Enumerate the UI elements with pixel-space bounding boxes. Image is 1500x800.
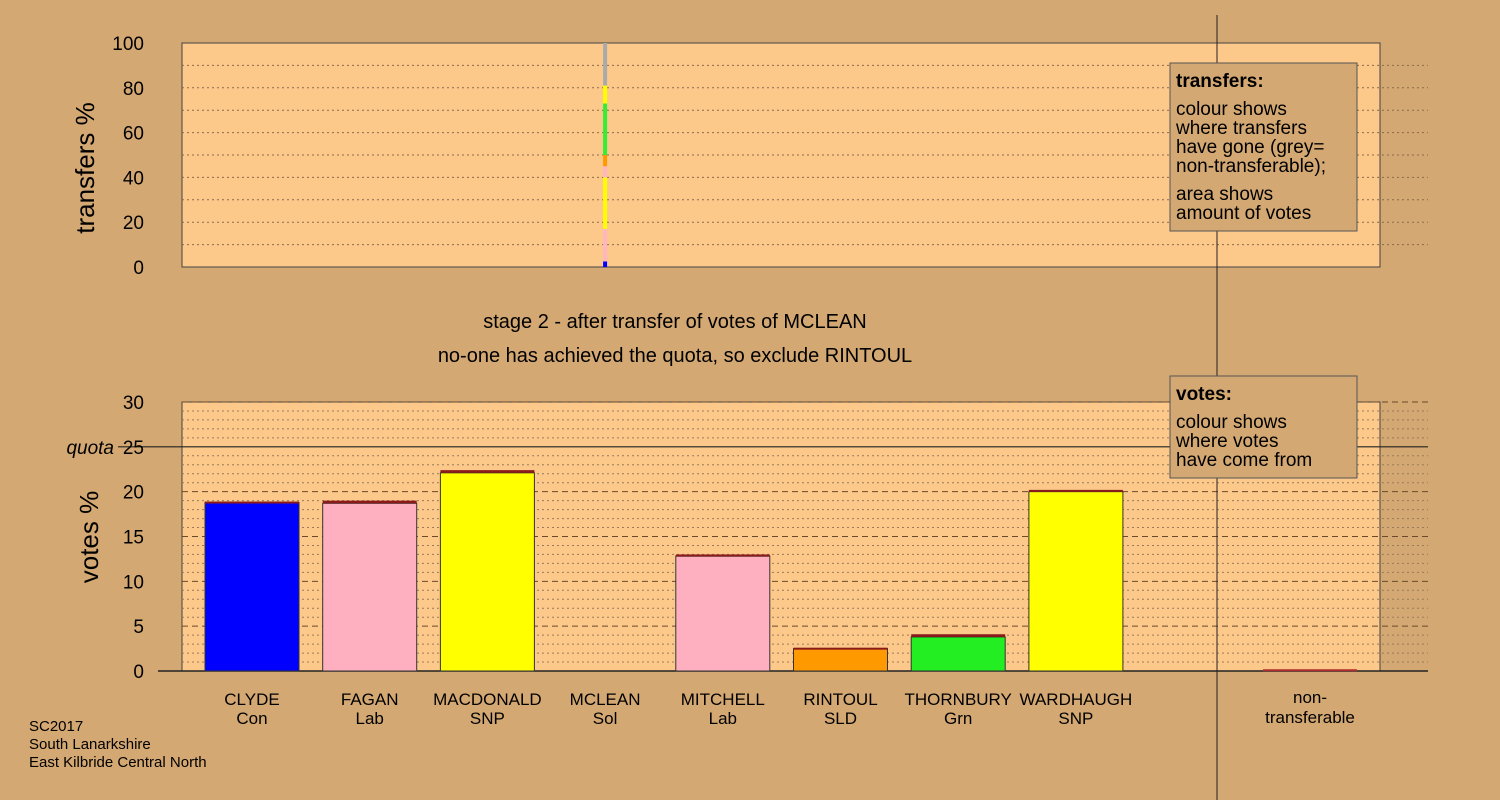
votes-y-tick-label: 5 [133, 617, 144, 638]
nontransferable-label: non- [1293, 688, 1327, 707]
nontransferable-bar [1263, 669, 1357, 672]
candidate-labels: CLYDEConFAGANLabMACDONALDSNPMCLEANSolMIT… [224, 688, 1355, 728]
vote-bar-transfer-segment [793, 647, 888, 650]
vote-bar-transfer-segment [440, 470, 535, 473]
transfer-segment [603, 228, 608, 262]
transfer-segment [603, 103, 608, 155]
candidate-party: Sol [593, 709, 618, 728]
stage-heading: stage 2 - after transfer of votes of MCL… [483, 311, 867, 333]
footer-election: SC2017 [29, 718, 83, 735]
transfers-legend-title: transfers: [1176, 71, 1264, 92]
votes-bars [204, 470, 1357, 672]
candidate-party: SNP [470, 709, 505, 728]
transfers-y-tick-label: 100 [112, 34, 144, 55]
votes-y-tick-label: 20 [123, 483, 144, 504]
votes-y-tick-label: 25 [123, 438, 144, 459]
votes-legend-line: have come from [1176, 450, 1312, 471]
transfers-legend: transfers: colour shows where transfers … [1169, 62, 1358, 232]
vote-bar-transfer-segment [675, 554, 770, 557]
votes-y-ticks: 0 5 10 15 20 25 30 [123, 393, 144, 683]
candidate-name: MACDONALD [433, 690, 542, 709]
vote-bar-transfer-segment [1028, 489, 1123, 492]
transfers-y-tick-label: 60 [123, 124, 144, 145]
transfers-legend-line: have gone (grey= [1176, 137, 1324, 158]
transfers-y-tick-label: 40 [123, 168, 144, 189]
transfer-segment [603, 43, 608, 86]
votes-y-tick-label: 30 [123, 393, 144, 414]
candidate-name: MITCHELL [681, 690, 765, 709]
votes-legend-title: votes: [1176, 384, 1232, 405]
votes-y-tick-label: 0 [133, 662, 144, 683]
quota-label: quota [66, 438, 114, 459]
transfers-legend-line: colour shows [1176, 99, 1287, 120]
vote-bar [910, 636, 1006, 672]
candidate-party: SLD [824, 709, 857, 728]
transfers-legend-line: where transfers [1175, 118, 1307, 139]
nontransferable-label: transferable [1265, 708, 1355, 727]
transfers-bar [603, 43, 608, 267]
transfer-segment [603, 166, 608, 178]
votes-y-tick-label: 15 [123, 528, 144, 549]
transfers-y-tick-label: 0 [133, 258, 144, 279]
votes-legend-line: colour shows [1176, 412, 1287, 433]
candidate-party: Lab [356, 709, 384, 728]
candidate-party: Lab [709, 709, 737, 728]
vote-bar [439, 472, 535, 672]
transfer-segment [603, 155, 608, 167]
candidate-party: SNP [1058, 709, 1093, 728]
footer-ward: East Kilbride Central North [29, 754, 207, 771]
vote-bar-transfer-segment [911, 634, 1006, 637]
votes-legend: votes: colour shows where votes have com… [1169, 375, 1358, 479]
candidate-name: FAGAN [341, 690, 399, 709]
transfer-segment [603, 177, 608, 229]
footer-council: South Lanarkshire [29, 736, 151, 753]
transfers-y-ticks: 0 20 40 60 80 100 [112, 34, 144, 279]
vote-bar [793, 648, 888, 672]
candidate-name: CLYDE [224, 690, 279, 709]
vote-bar-transfer-segment [322, 500, 417, 504]
candidate-name: THORNBURY [905, 690, 1012, 709]
vote-bar [675, 555, 771, 672]
vote-bar-transfer-segment [205, 501, 299, 504]
transfers-y-axis-title: transfers % [70, 102, 100, 234]
votes-y-tick-label: 10 [123, 572, 144, 593]
votes-y-axis-title: votes % [74, 491, 104, 584]
stage-decision: no-one has achieved the quota, so exclud… [438, 345, 912, 367]
candidate-party: Grn [944, 709, 972, 728]
transfer-segment [603, 85, 608, 104]
vote-bar [1028, 491, 1124, 672]
candidate-name: RINTOUL [803, 690, 877, 709]
candidate-name: WARDHAUGH [1020, 690, 1133, 709]
vote-bar [204, 501, 300, 672]
vote-bar [322, 502, 418, 672]
transfers-y-tick-label: 80 [123, 79, 144, 100]
transfers-legend-line: area shows [1176, 184, 1273, 205]
transfers-legend-line: amount of votes [1176, 203, 1311, 224]
votes-legend-line: where votes [1175, 431, 1278, 452]
candidate-party: Con [236, 709, 267, 728]
candidate-name: MCLEAN [570, 690, 641, 709]
transfer-segment [603, 261, 608, 267]
transfers-y-tick-label: 20 [123, 213, 144, 234]
transfers-legend-line: non-transferable); [1176, 156, 1326, 177]
